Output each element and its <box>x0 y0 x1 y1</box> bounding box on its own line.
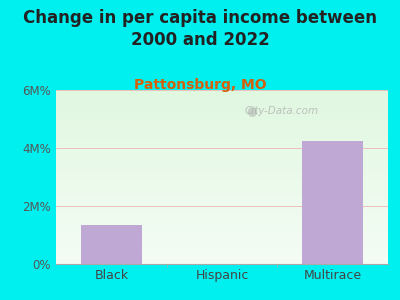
Bar <box>81 225 142 264</box>
Text: ●: ● <box>246 104 257 117</box>
Text: Change in per capita income between
2000 and 2022: Change in per capita income between 2000… <box>23 9 377 49</box>
Bar <box>302 141 363 264</box>
Text: City-Data.com: City-Data.com <box>245 106 319 116</box>
Text: Pattonsburg, MO: Pattonsburg, MO <box>134 78 266 92</box>
